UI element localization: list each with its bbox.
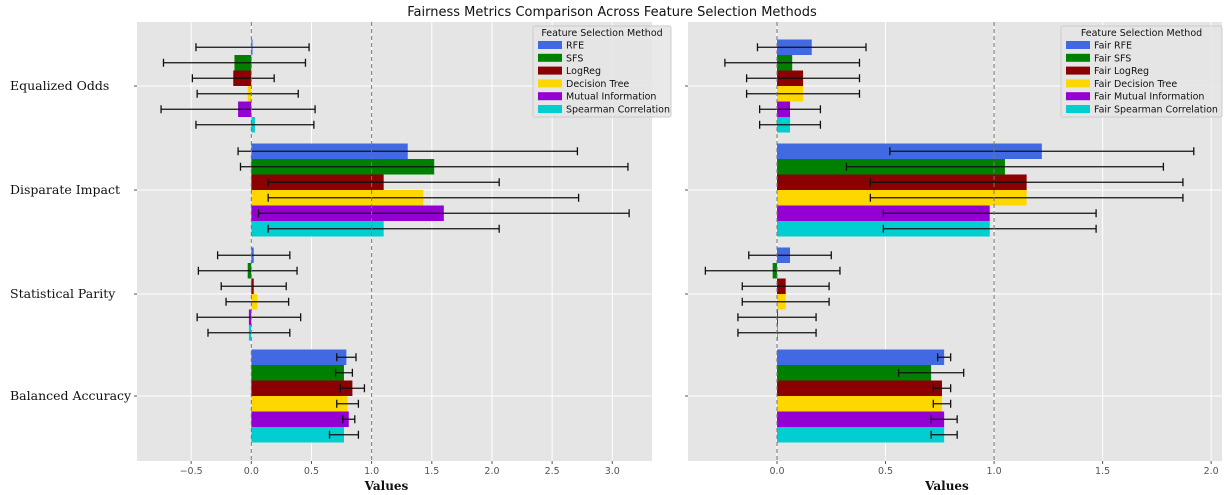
x-tick-label: 1.0 [987, 466, 1002, 477]
x-tick-label: 1.0 [364, 466, 379, 477]
x-tick-label: 3.0 [605, 466, 620, 477]
legend-swatch [1066, 105, 1090, 113]
x-tick-label: 1.5 [424, 466, 439, 477]
legend-box [532, 25, 672, 118]
category-label: Statistical Parity [10, 286, 116, 301]
legend-label: Fair RFE [1094, 41, 1132, 52]
x-axis-label: Values [924, 479, 969, 493]
bar [777, 380, 942, 396]
legend-swatch [538, 79, 562, 88]
legend-swatch [1066, 41, 1090, 49]
legend-label: Decision Tree [566, 79, 629, 90]
x-tick-label: 0.5 [878, 466, 893, 477]
legend-title: Feature Selection Method [1081, 28, 1202, 39]
legend-label: Fair Spearman Correlation [1094, 105, 1218, 116]
legend-swatch [1066, 79, 1090, 88]
category-label: Balanced Accuracy [10, 388, 132, 403]
bar [251, 396, 348, 412]
bar [251, 365, 344, 381]
bar [251, 380, 353, 396]
legend-swatch [538, 66, 562, 75]
bar [777, 427, 945, 443]
bar [251, 349, 347, 365]
legend-label: Fair Mutual Information [1094, 92, 1204, 103]
legend-swatch [538, 41, 562, 49]
legend-swatch [1066, 53, 1090, 62]
legend-box [1060, 25, 1223, 118]
bar [251, 427, 344, 443]
x-tick-label: 2.0 [1204, 466, 1219, 477]
category-label: Equalized Odds [10, 78, 109, 93]
x-tick-label: 1.5 [1095, 466, 1110, 477]
legend-swatch [538, 105, 562, 113]
bar [777, 365, 932, 381]
x-tick-label: 0.0 [244, 466, 259, 477]
legend-swatch [1066, 92, 1090, 101]
x-axis-label: Values [364, 479, 409, 493]
legend-label: LogReg [566, 66, 601, 77]
legend-swatch [538, 92, 562, 101]
legend-swatch [538, 53, 562, 62]
bar [777, 396, 942, 412]
legend-label: Fair SFS [1094, 53, 1131, 64]
legend-label: Fair LogReg [1094, 66, 1149, 77]
chart-panel-1: −0.5 0.0 0.5 1.0 1.5 2.0 2.5 3.0 Values Equalized… [10, 22, 672, 493]
legend-label: Fair Decision Tree [1094, 79, 1177, 90]
chart-panel-2: 0.0 0.5 1.0 1.5 2.0 Values Feature Selection M… [685, 22, 1223, 493]
x-tick-label: 0.5 [304, 466, 319, 477]
x-tick-label: 2.0 [484, 466, 499, 477]
category-label: Disparate Impact [10, 182, 120, 197]
x-tick-label: −0.5 [180, 466, 203, 477]
legend-title: Feature Selection Method [541, 28, 662, 39]
bar [251, 411, 349, 427]
legend-swatch [1066, 66, 1090, 75]
bar [777, 411, 945, 427]
figure-title: Fairness Metrics Comparison Across Featu… [407, 5, 817, 20]
bar [777, 349, 945, 365]
legend-label: Spearman Correlation [566, 105, 670, 116]
x-tick-label: 2.5 [545, 466, 560, 477]
legend-label: RFE [566, 41, 584, 52]
legend-label: Mutual Information [566, 92, 656, 103]
legend-label: SFS [566, 53, 583, 64]
x-tick-label: 0.0 [769, 466, 784, 477]
